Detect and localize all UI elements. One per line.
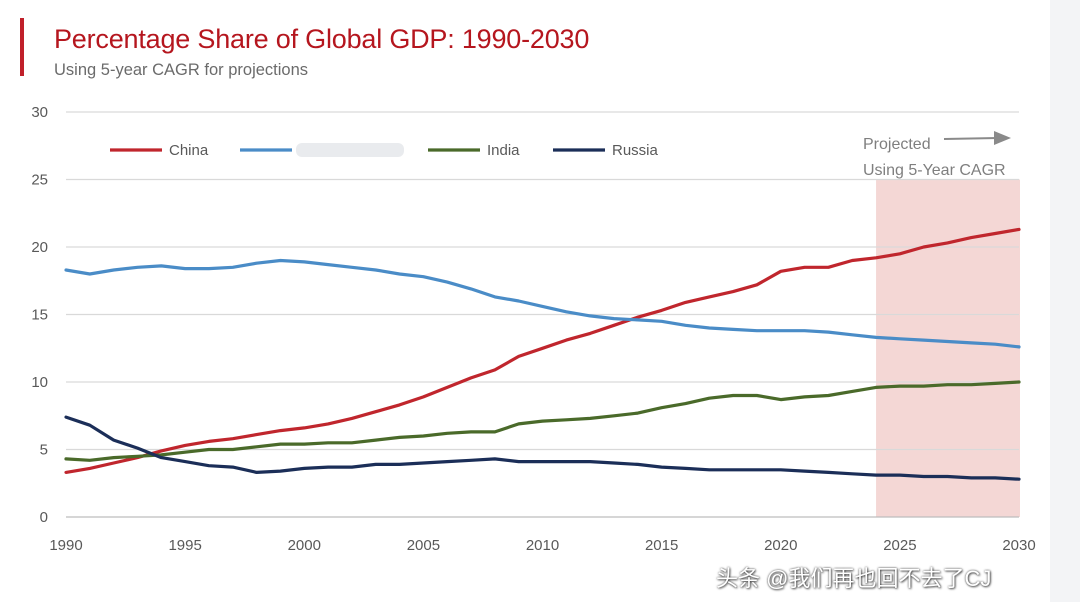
y-tick-label: 15 bbox=[31, 307, 48, 324]
x-tick-label: 2015 bbox=[645, 537, 678, 554]
x-tick-label: 2030 bbox=[1002, 537, 1035, 554]
y-tick-label: 5 bbox=[40, 442, 48, 459]
title-accent-bar bbox=[20, 18, 24, 76]
series-line-russia bbox=[64, 415, 1021, 481]
x-tick-label: 2005 bbox=[407, 537, 440, 554]
x-tick-label: 2020 bbox=[764, 537, 797, 554]
projection-arrow-icon bbox=[994, 131, 1011, 145]
series-line-series-2 bbox=[64, 258, 1021, 349]
y-tick-label: 20 bbox=[31, 239, 48, 256]
series-line-india bbox=[64, 380, 1021, 462]
projection-label: Projected bbox=[863, 136, 931, 153]
x-tick-label: 1990 bbox=[49, 537, 82, 554]
x-tick-label: 1995 bbox=[168, 537, 201, 554]
y-tick-label: 0 bbox=[40, 509, 48, 526]
watermark-text: 头条 @我们再也回不去了CJ bbox=[716, 566, 992, 591]
y-tick-label: 25 bbox=[31, 172, 48, 189]
projection-sublabel: Using 5-Year CAGR bbox=[863, 162, 1006, 179]
chart-title: Percentage Share of Global GDP: 1990-203… bbox=[54, 24, 590, 54]
legend-label-russia: Russia bbox=[612, 142, 659, 159]
projection-region bbox=[876, 179, 1020, 517]
legend-label-india: India bbox=[487, 142, 520, 159]
series-line-china bbox=[64, 227, 1021, 474]
side-margin-strip bbox=[1050, 0, 1080, 602]
x-tick-label: 2010 bbox=[526, 537, 559, 554]
y-tick-label: 30 bbox=[31, 104, 48, 121]
x-tick-label: 2000 bbox=[288, 537, 321, 554]
x-tick-label: 2025 bbox=[883, 537, 916, 554]
legend-label-china: China bbox=[169, 142, 209, 159]
legend-label-obscured bbox=[296, 143, 404, 157]
chart-subtitle: Using 5-year CAGR for projections bbox=[54, 61, 309, 79]
projection-arrow-shaft bbox=[943, 137, 999, 140]
y-tick-label: 10 bbox=[31, 374, 48, 391]
